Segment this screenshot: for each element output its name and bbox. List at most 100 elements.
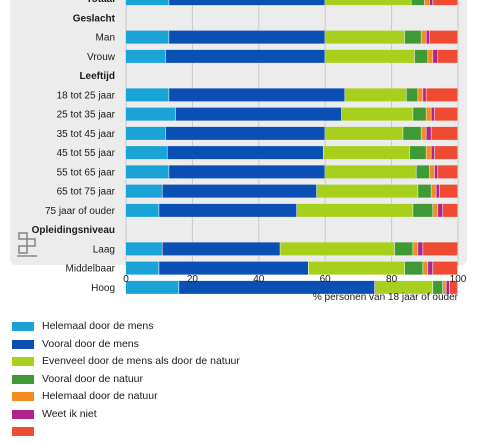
bar-segment bbox=[280, 242, 395, 256]
row-label: 25 tot 35 jaar bbox=[57, 110, 116, 121]
bar-segment bbox=[159, 261, 308, 275]
row-label: Hoog bbox=[91, 283, 115, 294]
row-label: Leeftijd bbox=[79, 71, 115, 82]
bar-segment bbox=[341, 107, 413, 121]
bar-segment bbox=[413, 242, 418, 256]
legend-swatch bbox=[12, 339, 34, 349]
x-tick-label: 100 bbox=[450, 274, 467, 285]
bar-segment bbox=[438, 203, 443, 217]
row-label: Totaal bbox=[86, 0, 115, 5]
bar-segment bbox=[126, 280, 179, 294]
bar-segment bbox=[126, 165, 169, 179]
bar-segment bbox=[126, 126, 166, 140]
bar-segment bbox=[426, 107, 431, 121]
legend-label: Helemaal door de natuur bbox=[42, 390, 158, 402]
bar-segment bbox=[126, 49, 166, 63]
x-tick-label: 20 bbox=[187, 274, 199, 285]
bar-segment bbox=[375, 280, 433, 294]
legend-swatch bbox=[12, 322, 34, 331]
legend-label: Weet ik niet bbox=[42, 407, 97, 420]
bar-segment bbox=[159, 203, 297, 217]
bar-segment bbox=[421, 126, 426, 140]
cbs-logo-icon bbox=[17, 232, 37, 257]
legend-item: Vooral door de natuur bbox=[10, 371, 480, 389]
row-label: Laag bbox=[93, 244, 115, 255]
bar-segment bbox=[316, 184, 418, 198]
bar-segment bbox=[424, 0, 430, 6]
legend-label: Helemaal door de mens bbox=[42, 320, 154, 332]
row-label: Opleidingsniveau bbox=[32, 225, 115, 236]
row-label: 55 tot 65 jaar bbox=[57, 167, 116, 178]
bar-segment bbox=[423, 261, 428, 275]
bar-segment bbox=[126, 107, 176, 121]
bar-segment bbox=[413, 203, 433, 217]
legend-swatch bbox=[12, 409, 34, 419]
bar-segment bbox=[169, 88, 345, 102]
bar-segment bbox=[126, 146, 167, 160]
legend-swatch bbox=[12, 427, 34, 436]
row-label: Vrouw bbox=[87, 52, 116, 63]
legend-swatch bbox=[12, 357, 34, 366]
bar-segment bbox=[126, 30, 169, 44]
legend: Helemaal door de mens Vooral door de mens… bbox=[10, 318, 480, 441]
bar-segment bbox=[296, 203, 413, 217]
row-label: Man bbox=[96, 33, 115, 44]
legend-label: Vooral door de natuur bbox=[42, 372, 143, 385]
bar-segment bbox=[126, 203, 159, 217]
bar-segment bbox=[426, 146, 431, 160]
row-label: Geslacht bbox=[73, 13, 116, 24]
bar-segment bbox=[443, 280, 446, 294]
bar-segment bbox=[426, 30, 430, 44]
bar-segment bbox=[428, 261, 433, 275]
bar-segment bbox=[409, 146, 426, 160]
bar-segment bbox=[429, 165, 435, 179]
bar-segment bbox=[418, 242, 423, 256]
bar-segment bbox=[443, 203, 458, 217]
legend-item: Vooral door de mens bbox=[10, 336, 480, 354]
bar-segment bbox=[404, 261, 423, 275]
legend-item: Weet ik niet bbox=[10, 406, 480, 424]
bar-segment bbox=[169, 0, 325, 6]
bar-segment bbox=[413, 107, 426, 121]
legend-item: Helemaal door de mens bbox=[10, 318, 480, 336]
bar-segment bbox=[426, 126, 431, 140]
bar-segment bbox=[325, 165, 416, 179]
bar-segment bbox=[325, 30, 405, 44]
bar-segment bbox=[126, 242, 162, 256]
bar-segment bbox=[431, 184, 436, 198]
legend-label: Vooral door de mens bbox=[42, 337, 139, 350]
bar-segment bbox=[423, 242, 458, 256]
bar-segment bbox=[345, 88, 406, 102]
bar-segment bbox=[403, 126, 421, 140]
bar-segment bbox=[308, 261, 405, 275]
bar-segment bbox=[429, 0, 433, 6]
bar-segment bbox=[433, 49, 438, 63]
x-axis-title: % personen van 18 jaar of ouder bbox=[313, 292, 459, 303]
row-label: 18 tot 25 jaar bbox=[57, 90, 116, 101]
bar-segment bbox=[126, 184, 162, 198]
legend-label: Evenveel door de mens als door de natuur bbox=[42, 355, 240, 367]
bar-segment bbox=[421, 30, 426, 44]
legend-swatch bbox=[12, 374, 34, 384]
bar-segment bbox=[406, 88, 418, 102]
bar-segment bbox=[323, 146, 410, 160]
bar-segment bbox=[449, 280, 458, 294]
bar-segment bbox=[431, 107, 435, 121]
bar-segment bbox=[423, 88, 426, 102]
bar-segment bbox=[169, 30, 325, 44]
bar-segment bbox=[126, 0, 169, 6]
bar-segment bbox=[438, 49, 458, 63]
bar-segment bbox=[394, 242, 413, 256]
bar-segment bbox=[433, 0, 458, 6]
bar-segment bbox=[433, 261, 458, 275]
legend-item: Helemaal door de natuur bbox=[10, 388, 480, 406]
legend-swatch bbox=[12, 392, 34, 401]
bar-segment bbox=[179, 280, 375, 294]
bar-segment bbox=[162, 242, 280, 256]
bar-segment bbox=[169, 165, 325, 179]
bar-segment bbox=[126, 261, 159, 275]
bar-segment bbox=[436, 184, 440, 198]
bar-segment bbox=[167, 146, 323, 160]
x-tick-label: 40 bbox=[253, 274, 265, 285]
bar-segment bbox=[325, 0, 411, 6]
